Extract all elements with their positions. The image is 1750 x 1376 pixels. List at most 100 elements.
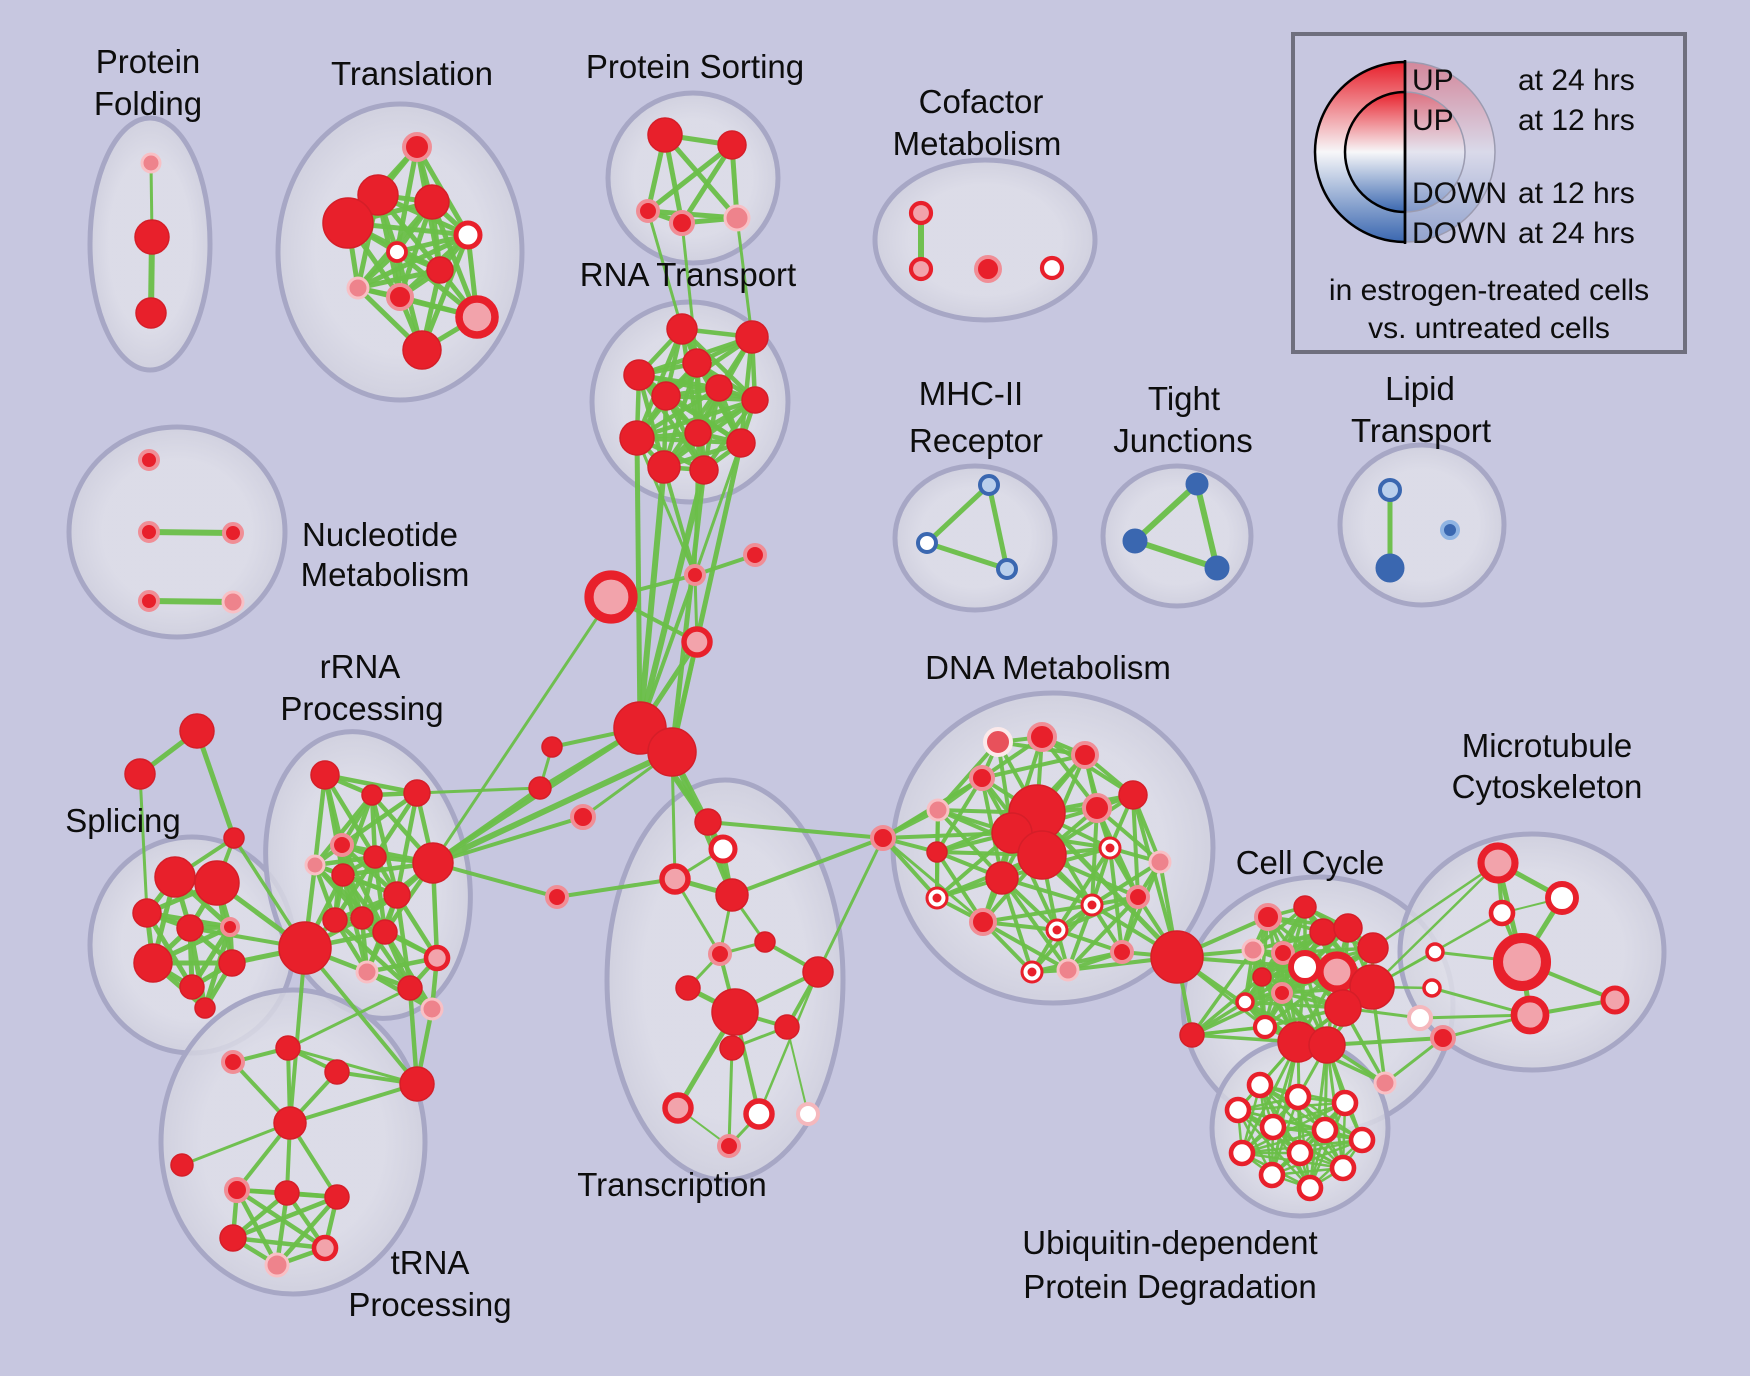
node-t7: [346, 276, 370, 300]
node-j2: [743, 543, 767, 567]
node-rr2: [403, 779, 431, 807]
node-u10: [1258, 1161, 1286, 1189]
node-st0: [179, 713, 215, 749]
cluster-ellipse-lipid-transport: [1337, 442, 1507, 608]
node-sp2: [132, 898, 162, 928]
network-edge: [1090, 860, 1162, 907]
legend-time-label: at 12 hrs: [1518, 177, 1635, 210]
network-edge: [194, 730, 237, 839]
network-edge: [693, 442, 743, 576]
node-rt8: [684, 419, 712, 447]
node-pf1: [134, 219, 170, 255]
node-rr10: [350, 906, 374, 930]
node-t10: [402, 330, 442, 370]
network-edge: [735, 217, 754, 338]
node-d11: [1118, 780, 1148, 810]
node-mt9: [1430, 1025, 1456, 1051]
node-d20-core: [1027, 967, 1037, 977]
node-rr16: [399, 1066, 435, 1102]
cluster-label: Microtubule: [1462, 727, 1633, 764]
node-n3: [138, 590, 160, 612]
node-c6: [1271, 941, 1295, 965]
network-edge: [637, 466, 667, 729]
network-edge: [303, 946, 419, 1086]
node-t0: [402, 132, 432, 162]
cluster-label: Transport: [1351, 412, 1491, 449]
node-n4: [221, 590, 245, 614]
node-d17: [969, 908, 997, 936]
node-rr11: [278, 921, 332, 975]
cluster-label: Ubiquitin-dependent: [1022, 1224, 1317, 1261]
cluster-label: Protein Degradation: [1023, 1268, 1317, 1305]
node-c17: [1179, 1022, 1205, 1048]
node-rt7: [619, 420, 655, 456]
cluster-label: Splicing: [65, 802, 181, 839]
node-x10: [774, 1014, 800, 1040]
legend-time-label: at 24 hrs: [1518, 64, 1635, 97]
node-d12: [1082, 793, 1112, 823]
cluster-label: Receptor: [909, 422, 1043, 459]
node-u3: [1224, 1096, 1252, 1124]
node-u9: [1329, 1154, 1357, 1182]
node-x11: [719, 1035, 745, 1061]
node-cf1: [908, 256, 934, 282]
network-edge: [383, 930, 434, 1011]
network-edge: [340, 791, 419, 847]
network-edge: [1241, 1128, 1326, 1155]
network-edge: [680, 222, 699, 364]
cluster-label: Tight: [1148, 380, 1220, 417]
network-edge: [1131, 794, 1179, 958]
node-mt1: [1545, 881, 1579, 915]
node-rr8: [383, 881, 411, 909]
network-edge: [323, 773, 377, 859]
network-edge: [1066, 904, 1094, 971]
legend-caption: vs. untreated cells: [1368, 312, 1610, 345]
network-edge: [1035, 811, 1179, 959]
network-edge: [416, 786, 541, 795]
node-x15: [717, 1134, 741, 1158]
network-edge: [333, 918, 412, 990]
node-x12: [662, 1092, 694, 1124]
node-ps2: [636, 199, 660, 223]
node-c16: [1308, 1026, 1346, 1064]
node-t4: [453, 220, 483, 250]
node-k2: [570, 804, 596, 830]
node-m1: [916, 532, 938, 554]
node-rt5: [705, 374, 733, 402]
network-edge: [925, 483, 991, 545]
node-x1: [708, 834, 738, 864]
node-x8: [711, 988, 759, 1036]
network-edge: [289, 1082, 418, 1125]
node-k0: [541, 736, 563, 758]
network-edge: [693, 432, 700, 576]
network-edge: [679, 143, 735, 225]
node-d6: [926, 841, 948, 863]
network-edge: [287, 1046, 418, 1086]
node-k1: [528, 776, 552, 800]
node-u6: [1348, 1126, 1376, 1154]
network-edge: [138, 773, 149, 914]
cluster-label: Folding: [94, 85, 202, 122]
network-edge: [1191, 991, 1283, 1037]
network-edge: [287, 986, 411, 1050]
node-c14: [1252, 1014, 1278, 1040]
node-c18: [1373, 1071, 1397, 1095]
node-rt9: [726, 428, 756, 458]
node-d23: [1150, 930, 1204, 984]
node-rr5: [363, 845, 387, 869]
cluster-label: tRNA: [391, 1244, 470, 1281]
node-u1: [1284, 1083, 1312, 1111]
cluster-labels: Protein Folding Translation Protein Sorting…: [65, 43, 1642, 1323]
node-x9: [802, 956, 834, 988]
node-cf3: [1039, 255, 1065, 281]
node-d13-core: [1105, 843, 1115, 853]
node-mt2: [1488, 899, 1516, 927]
node-n1: [138, 521, 160, 543]
node-x6: [708, 942, 732, 966]
node-c12: [1235, 992, 1255, 1012]
network-edge: [1270, 1041, 1300, 1176]
node-u4: [1259, 1113, 1287, 1141]
node-rr1: [361, 784, 383, 806]
node-x0: [694, 808, 722, 836]
node-tn10: [264, 1252, 290, 1278]
